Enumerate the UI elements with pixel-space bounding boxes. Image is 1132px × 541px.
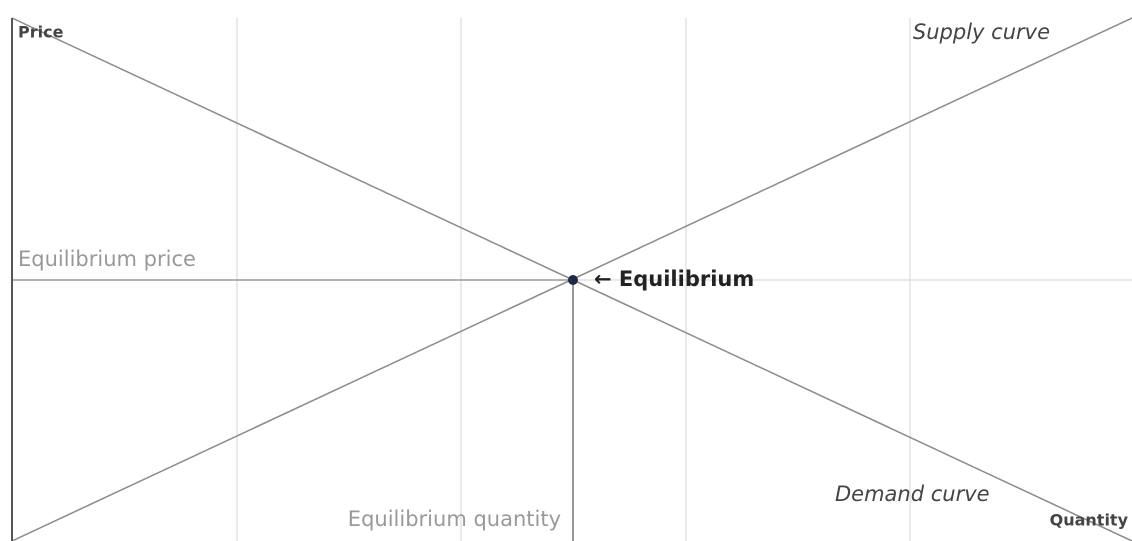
demand-label: Demand curve <box>835 482 990 506</box>
x-axis-label: Quantity <box>1050 511 1129 530</box>
price-label: Equilibrium price <box>18 247 196 271</box>
equilibrium-point <box>568 275 578 285</box>
quantity-label: Equilibrium quantity <box>348 507 561 531</box>
y-axis-label: Price <box>18 23 64 42</box>
equilibrium-label: ← Equilibrium <box>594 267 754 291</box>
supply-label: Supply curve <box>913 20 1050 44</box>
grid <box>236 18 1132 541</box>
